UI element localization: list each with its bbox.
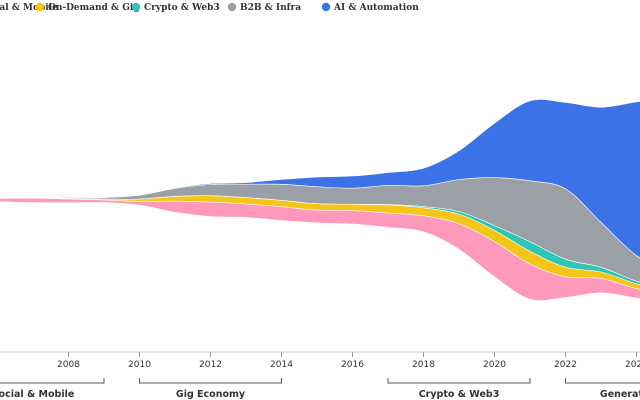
x-axis-ticks: 2008 2010 2012 2014 2016 2018 2020 2022 2024 — [57, 352, 640, 370]
legend-label-social-and-mobile: Social & Mobile — [0, 3, 58, 13]
x-tick-label: 2014 — [270, 360, 293, 370]
x-tick-label: 2010 — [128, 360, 151, 370]
x-tick-label: 2016 — [341, 360, 364, 370]
legend: Social & MobileOn-Demand & Gig Crypto & W… — [0, 2, 419, 13]
x-tick-label: 2018 — [412, 360, 435, 370]
era-label-generative-ai: Generative AI — [600, 389, 640, 400]
era-annotations: Social & Mobile Gig Economy Crypto & Web3 G… — [0, 378, 640, 400]
x-tick-label: 2020 — [483, 360, 506, 370]
legend-swatch-on-demand-and-gig — [35, 2, 45, 12]
stream-layers — [0, 99, 640, 301]
era-label-crypto-and-web3: Crypto & Web3 — [419, 389, 500, 400]
legend-swatch-crypto-and-web3 — [131, 2, 141, 12]
legend-label-crypto-and-web3: Crypto & Web3 — [144, 3, 220, 13]
legend-label-on-demand-and-gig: On-Demand & Gig — [48, 3, 140, 13]
x-tick-label: 2022 — [554, 360, 577, 370]
x-tick-label: 2012 — [199, 360, 222, 370]
era-label-gig-economy: Gig Economy — [176, 389, 246, 400]
era-bracket-gig-economy — [139, 378, 282, 384]
legend-label-b2b-and-infra: B2B & Infra — [240, 3, 301, 13]
era-bracket-crypto-and-web3 — [387, 378, 531, 384]
x-tick-label: 2008 — [57, 360, 80, 370]
x-tick-label: 2024 — [625, 360, 640, 370]
era-label-social-and-mobile: Social & Mobile — [0, 389, 74, 400]
legend-swatch-b2b-and-infra — [227, 2, 237, 12]
stream-ai-and-automation — [0, 99, 640, 259]
era-bracket-generative-ai — [565, 378, 640, 384]
era-bracket-social-and-mobile — [0, 378, 105, 384]
legend-label-ai-and-automation: AI & Automation — [333, 3, 419, 13]
legend-swatch-ai-and-automation — [321, 2, 331, 12]
